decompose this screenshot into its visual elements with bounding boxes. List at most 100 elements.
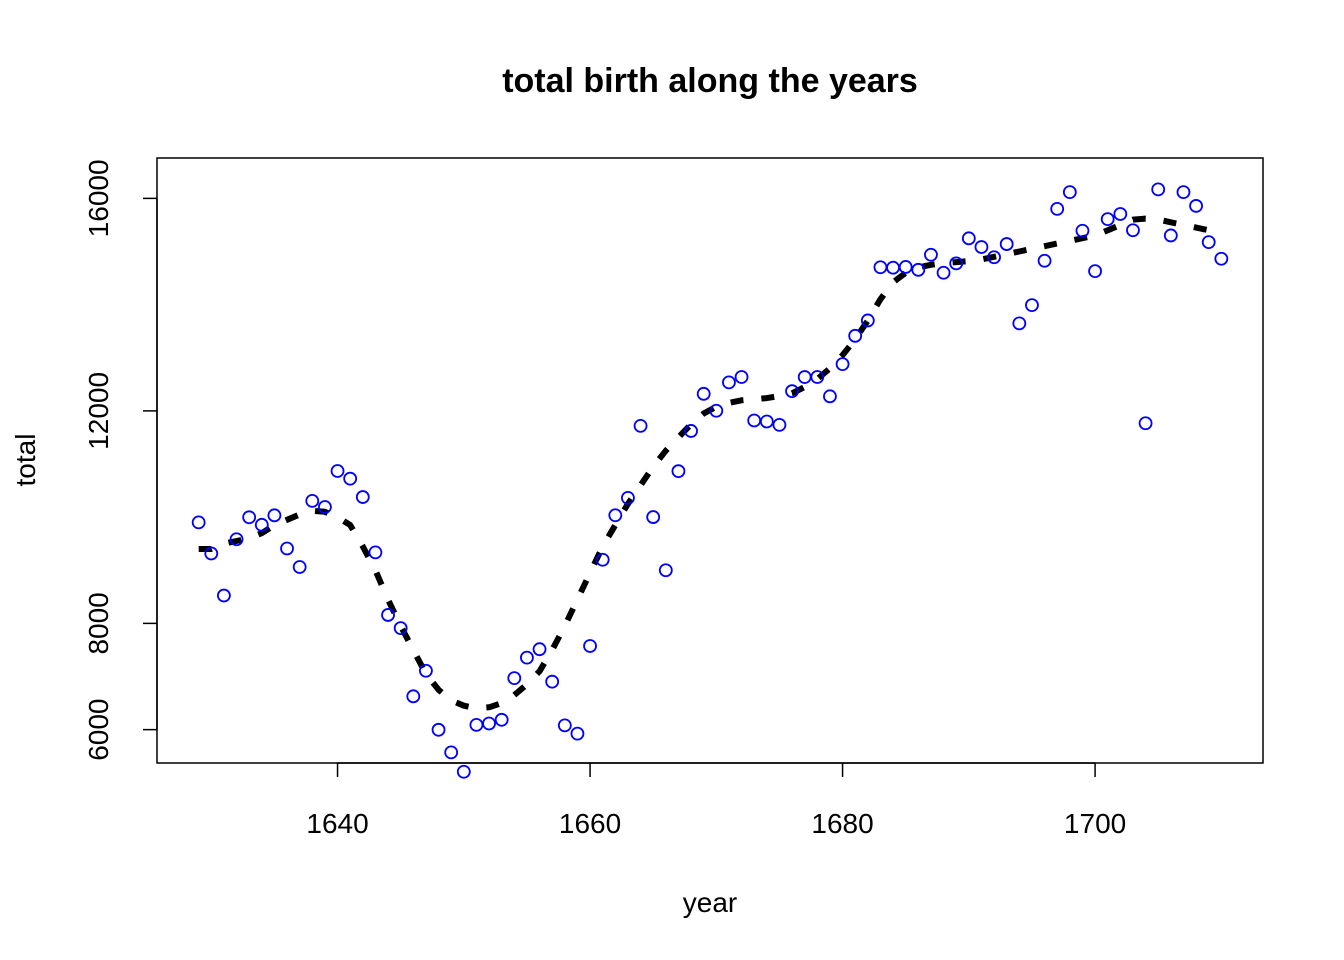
data-point xyxy=(633,418,648,433)
data-point xyxy=(191,515,206,530)
data-point xyxy=(936,265,951,280)
data-point xyxy=(217,588,231,603)
y-tick-label: 8000 xyxy=(83,592,114,654)
data-point xyxy=(898,260,913,274)
x-tick-label: 1700 xyxy=(1064,808,1126,839)
chart-title: total birth along the years xyxy=(502,62,918,100)
data-point xyxy=(570,726,585,741)
data-point xyxy=(949,256,964,271)
data-point xyxy=(1214,251,1229,266)
data-point xyxy=(1151,182,1166,197)
data-point xyxy=(999,237,1014,251)
y-tick-label: 6000 xyxy=(83,698,114,760)
data-point xyxy=(1113,207,1128,221)
data-point xyxy=(974,240,989,254)
data-point xyxy=(229,532,244,547)
data-point xyxy=(658,563,673,578)
data-point xyxy=(494,712,509,727)
data-point xyxy=(545,674,560,689)
data-point xyxy=(772,418,787,432)
data-point xyxy=(1037,253,1052,268)
data-point xyxy=(1126,223,1140,238)
data-point xyxy=(873,260,888,275)
data-point xyxy=(242,510,257,525)
data-point xyxy=(684,424,698,438)
data-point xyxy=(469,717,484,732)
data-point xyxy=(595,552,610,567)
data-point xyxy=(204,546,219,561)
data-point xyxy=(381,608,395,622)
data-point xyxy=(280,541,294,556)
data-point xyxy=(886,260,900,275)
x-tick-label: 1680 xyxy=(811,808,873,839)
data-point xyxy=(355,490,370,504)
data-point xyxy=(696,386,711,401)
data-point xyxy=(848,328,863,343)
data-point xyxy=(987,250,1001,265)
data-point xyxy=(1176,185,1191,200)
data-point xyxy=(722,375,736,390)
data-point xyxy=(507,671,522,686)
data-point xyxy=(759,414,774,429)
data-point xyxy=(1201,235,1216,250)
x-tick-label: 1660 xyxy=(559,808,621,839)
data-point xyxy=(393,621,408,636)
data-point xyxy=(583,639,597,653)
data-point xyxy=(1189,199,1203,213)
data-point xyxy=(734,370,749,384)
data-point xyxy=(1088,264,1102,279)
data-point xyxy=(785,384,799,399)
data-point xyxy=(747,413,762,428)
y-tick-label: 16000 xyxy=(83,159,114,237)
data-point xyxy=(924,247,938,262)
trend-line xyxy=(198,215,1222,712)
trend-line-layer xyxy=(198,215,1222,712)
data-point xyxy=(1163,228,1178,243)
data-point xyxy=(330,464,345,478)
data-point xyxy=(797,370,812,384)
x-tick-label: 1640 xyxy=(306,808,368,839)
data-point xyxy=(1100,212,1115,227)
y-tick-label: 12000 xyxy=(83,372,114,450)
data-point xyxy=(444,745,459,760)
data-point xyxy=(621,491,635,505)
data-point xyxy=(482,716,496,731)
plot-box xyxy=(156,157,1264,764)
data-point xyxy=(1062,185,1077,200)
data-point xyxy=(810,370,825,384)
data-point xyxy=(646,510,661,524)
data-point xyxy=(823,389,837,404)
data-point xyxy=(305,493,320,508)
x-axis: 1640 1660 1680 1700 xyxy=(306,762,1126,839)
data-point xyxy=(835,357,850,372)
x-axis-label: year xyxy=(683,887,737,918)
points-layer xyxy=(191,182,1229,779)
data-point xyxy=(709,403,724,418)
data-point xyxy=(406,689,421,704)
data-point xyxy=(520,650,534,665)
data-point xyxy=(318,500,332,514)
data-point xyxy=(267,508,282,523)
data-point xyxy=(419,663,433,678)
data-point xyxy=(961,231,976,246)
data-point xyxy=(254,517,269,532)
data-point xyxy=(1050,201,1065,216)
y-axis-label: total xyxy=(10,434,41,487)
data-point xyxy=(1025,298,1039,313)
data-point xyxy=(292,560,307,574)
data-point xyxy=(343,471,358,486)
data-point xyxy=(860,313,875,328)
data-point xyxy=(368,545,383,560)
data-point xyxy=(911,262,926,277)
data-point xyxy=(557,718,572,733)
data-point xyxy=(608,508,623,523)
data-point xyxy=(532,642,547,657)
data-point xyxy=(1075,223,1090,238)
data-point xyxy=(671,464,686,479)
data-point xyxy=(1138,416,1153,431)
data-point xyxy=(456,764,471,779)
data-point xyxy=(431,722,446,737)
data-point xyxy=(1012,316,1027,331)
y-axis: 6000 8000 12000 16000 xyxy=(83,159,158,761)
